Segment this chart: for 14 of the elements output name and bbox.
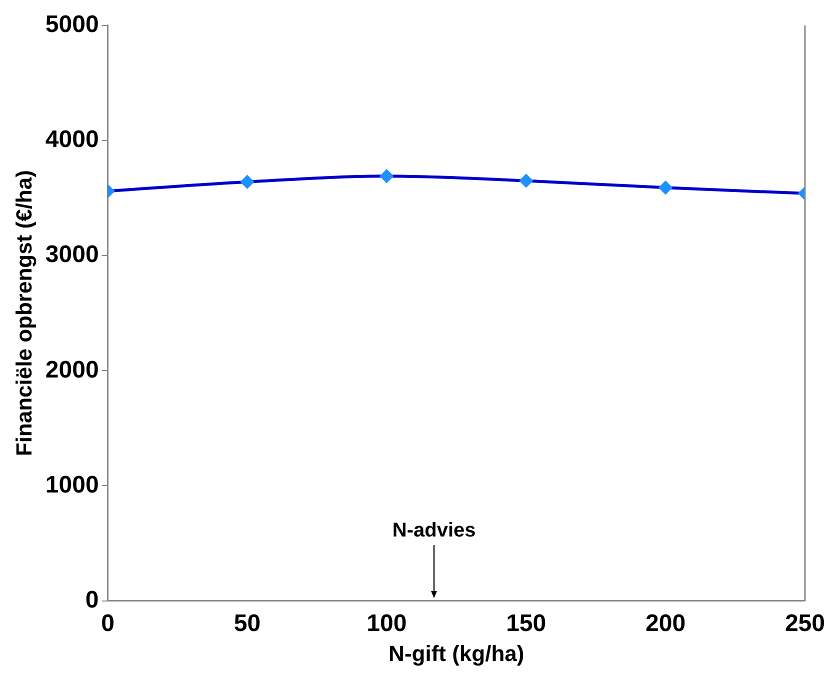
y-axis-title: Financiële opbrengst (€/ha) (11, 170, 36, 456)
x-tick-label: 150 (506, 610, 546, 637)
x-tick-label: 100 (366, 610, 407, 637)
y-tick-label: 5000 (45, 11, 99, 38)
x-tick-label: 50 (234, 610, 261, 637)
x-tick-label: 200 (646, 610, 686, 637)
y-tick-label: 1000 (45, 471, 99, 498)
y-tick-label: 3000 (45, 241, 99, 268)
x-tick-label: 250 (784, 610, 825, 637)
ref-line-label: N-advies (392, 519, 476, 542)
y-tick-label: 4000 (45, 126, 99, 154)
y-tick-label: 2000 (45, 356, 99, 384)
x-axis-title: N-gift (kg/ha) (388, 640, 524, 666)
y-tick-label: 0 (85, 586, 99, 614)
